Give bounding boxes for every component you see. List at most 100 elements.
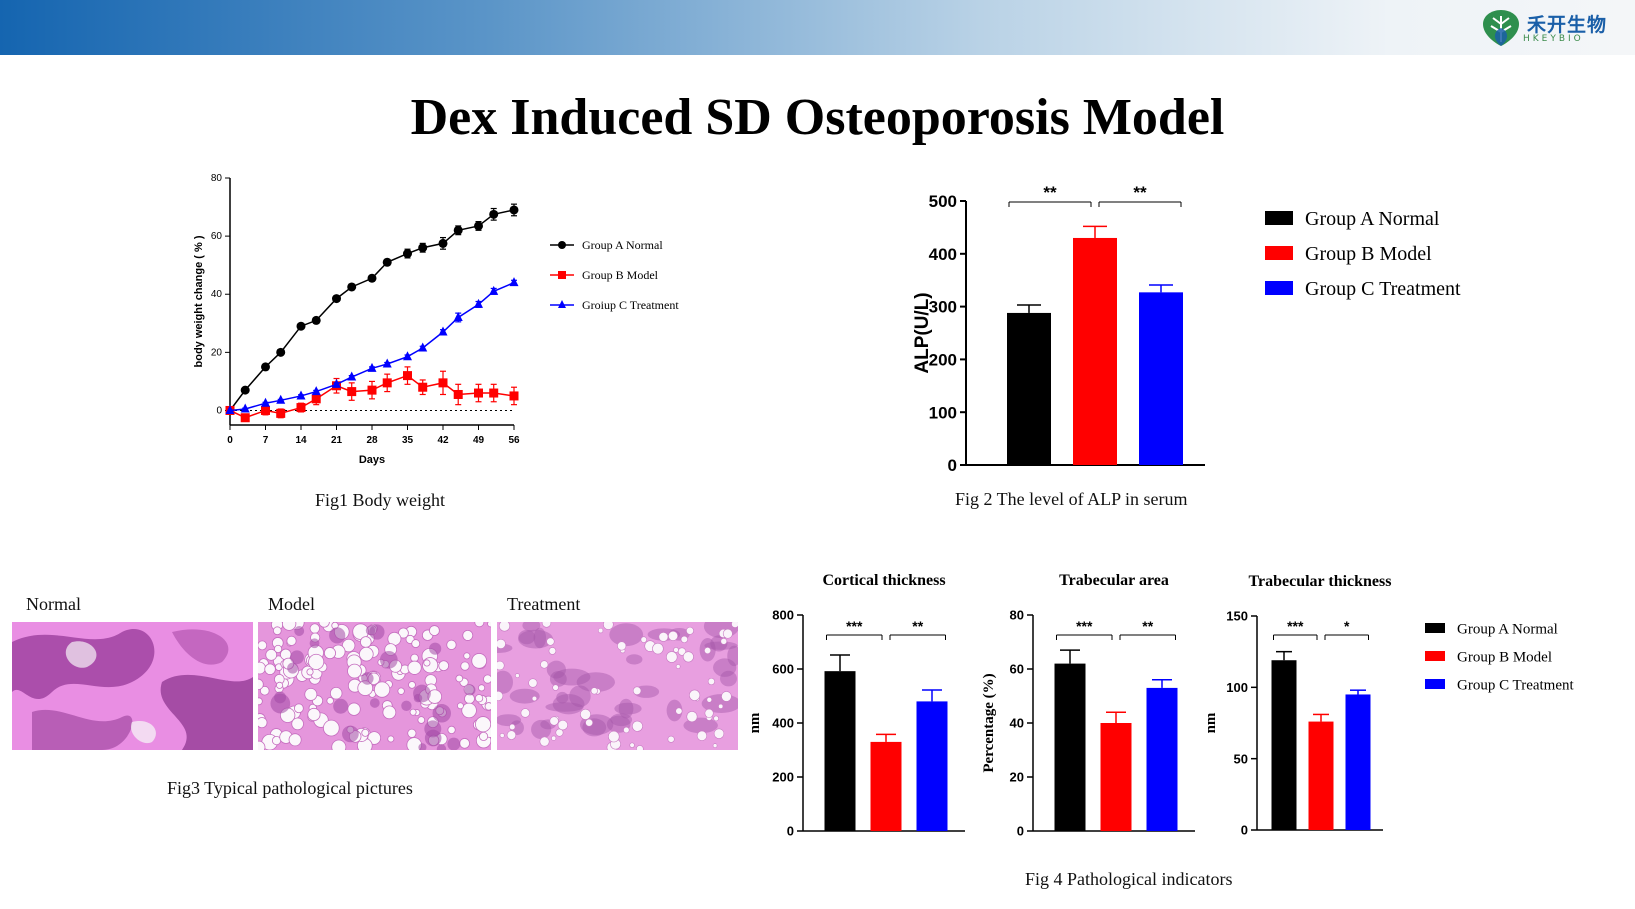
fat-cell-shape [689,689,701,701]
fat-cell-shape [323,647,336,660]
marrow-cell-shape [618,698,634,719]
marrow-cell-shape [369,698,380,708]
fat-cell-shape [347,663,362,679]
fat-cell-shape [721,691,732,702]
fat-cell-shape [673,647,679,653]
fat-cell-shape [429,625,440,636]
fat-cell-shape [446,639,457,650]
marrow-cell-shape [518,629,536,645]
fig1-point [367,385,377,395]
fig1-x-tick-label: 28 [366,435,378,446]
fig2-caption: Fig 2 The level of ALP in serum [955,489,1188,509]
fig1-point [296,403,306,413]
fig1-point [403,249,412,259]
fat-cell-shape [497,690,504,701]
fig1-y-axis-title: body weight change ( % ) [193,235,205,367]
fig1-point [438,378,448,388]
histology-model-image [258,622,491,750]
fig4a-y-tick-label: 400 [772,716,794,731]
fig4c-title: Trabecular thickness [1249,573,1392,590]
fig1-point [403,351,412,361]
marrow-cell-shape [424,729,442,747]
marrow-cell-shape [287,662,299,674]
marrow-cell-shape [447,737,461,750]
fat-cell-shape [680,635,688,644]
fig1-point [453,389,463,399]
marrow-cell-shape [569,685,591,708]
fat-cell-shape [359,646,374,662]
marrow-cell-shape [464,684,476,696]
fat-cell-shape [632,686,642,695]
fat-cell-shape [460,661,470,671]
fig1-point [240,413,250,423]
fig4b-title: Trabecular area [1059,572,1169,589]
fat-cell-shape [531,695,538,702]
fig1-legend-label: Group A Normal [582,238,663,252]
fat-cell-shape [686,711,698,723]
fig2-y-tick-label: 500 [929,192,957,211]
fat-cell-shape [258,740,266,750]
fat-cell-shape [438,660,450,672]
fat-cell-shape [447,725,456,735]
fig1-point [453,225,463,235]
fig2-alp-chart: 0 100 200 300 400 500 ALP(U/L) ** ** Group A Norm… [912,183,1461,475]
marrow-cell-shape [704,641,738,650]
marrow-cell-shape [333,698,349,714]
fat-cell-shape [597,627,604,634]
marrow-cell-shape [533,627,547,649]
fig1-y-tick-label: 20 [211,347,223,358]
fat-cell-shape [590,687,598,695]
fat-cell-shape [408,681,416,689]
fig4c-legend-swatch [1425,623,1445,633]
fig1-series-1 [225,203,519,415]
fat-cell-shape [373,681,391,698]
fig3-label-normal: Normal [26,594,81,614]
fig1-series-line [229,209,515,411]
fig1-point [332,294,341,304]
fig4b-bar [1100,723,1132,831]
page-title: Dex Induced SD Osteoporosis Model [410,89,1225,146]
fat-cell-shape [387,735,395,743]
fat-cell-shape [276,681,284,689]
fat-cell-shape [361,728,370,737]
fat-cell-shape [722,628,733,639]
fat-cell-shape [475,716,491,733]
leaf-logo-icon [1483,10,1519,46]
marrow-cell-shape [609,623,644,647]
fig4b-sig-label: ** [1142,618,1153,634]
fat-cell-shape [557,719,568,731]
fig1-point [474,298,483,308]
company-logo[interactable]: 禾开生物 HKEYBIO [1479,6,1609,48]
fig4b-bar [1146,687,1178,831]
marrow-cell-shape [401,700,412,711]
marrow-cell-shape [497,670,514,694]
fig1-point [382,257,392,267]
fig4a-sig-label: ** [912,618,923,634]
fat-cell-shape [456,702,464,710]
fat-cell-shape [286,635,297,646]
fig1-legend-label: Groiup C Treatment [582,298,679,312]
fat-cell-shape [307,707,321,722]
marrow-cell-shape [518,629,554,649]
fig1-x-tick-label: 21 [331,435,343,446]
fat-cell-shape [483,674,491,684]
fig1-y-tick-label: 80 [211,173,223,184]
fig2-legend-swatch [1265,281,1293,295]
marrow-cell-shape [522,622,541,632]
marrow-cell-shape [270,693,291,714]
fig1-y-tick-label: 60 [211,231,223,242]
fat-cell-shape [498,622,511,632]
fig2-legend-swatch [1265,211,1293,225]
fat-cell-shape [706,696,713,703]
fig4b-y-axis-title: Percentage (%) [981,673,997,772]
fig1-point [240,403,250,413]
fig1-point [347,371,357,381]
fat-cell-shape [471,653,487,669]
fig1-point [276,347,286,357]
fig1-x-tick-label: 42 [437,435,449,446]
marrow-cell-shape [549,671,567,687]
marrow-cell-shape [432,704,451,723]
fig2-y-tick-label: 0 [948,456,957,475]
fat-cell-shape [397,687,405,695]
marrow-cell-shape [545,702,584,712]
